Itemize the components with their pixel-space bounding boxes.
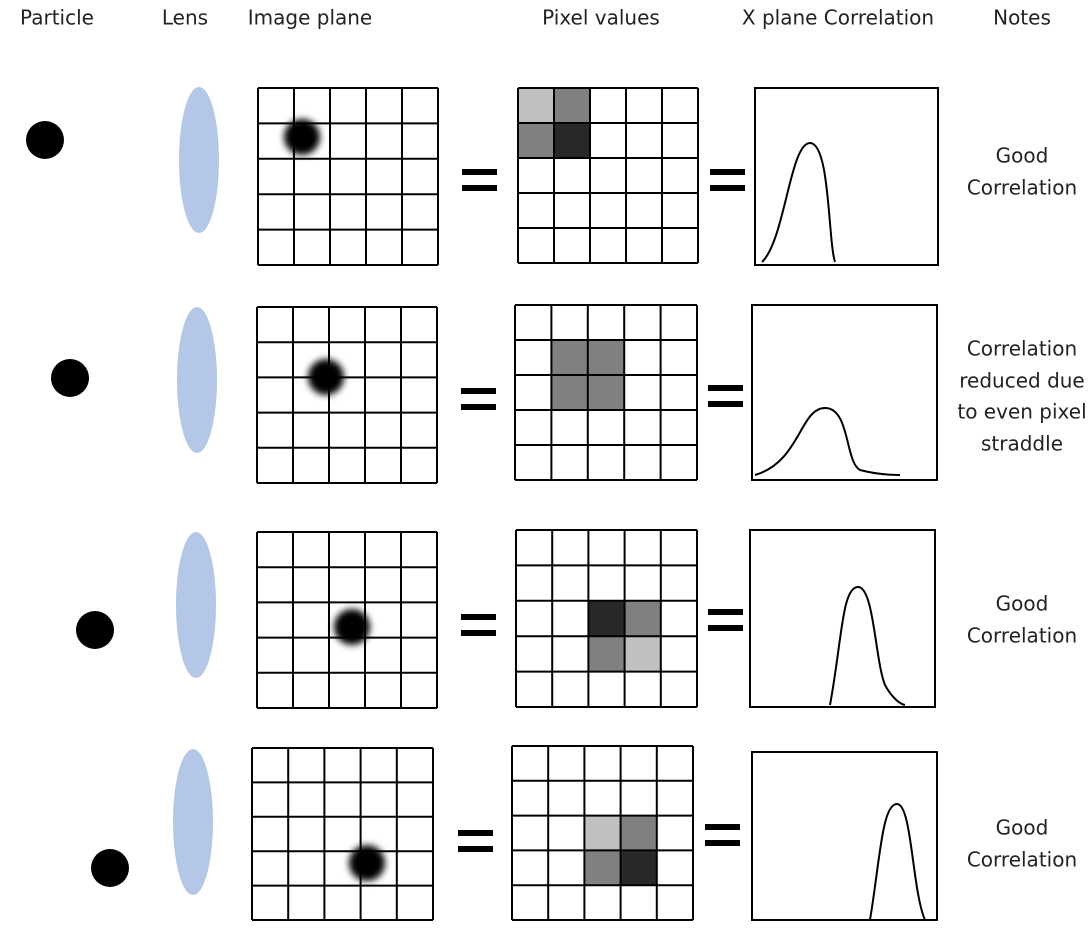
shaded-pixel [624, 636, 661, 672]
correlation-curve [754, 406, 901, 476]
correlation-box [754, 87, 939, 266]
shaded-pixel [588, 600, 625, 637]
note-text: Correlation [967, 176, 1077, 200]
note-text: reduced due [959, 369, 1085, 393]
shaded-pixel [584, 815, 621, 851]
note-text: Correlation [967, 848, 1077, 872]
particle [91, 849, 129, 887]
note-text: Correlation [967, 337, 1077, 361]
shaded-pixel [584, 850, 621, 886]
particle-image [334, 609, 370, 645]
shaded-pixel [551, 340, 588, 375]
column-header: Lens [162, 6, 208, 30]
shaded-pixel [587, 340, 625, 375]
note-text: Correlation [967, 624, 1077, 648]
shaded-pixel [554, 88, 590, 123]
shaded-pixel [551, 375, 588, 410]
shaded-pixel [587, 375, 625, 410]
lens [173, 749, 213, 895]
correlation-box [751, 304, 938, 481]
correlation-box [749, 529, 936, 708]
column-header: Notes [993, 6, 1051, 30]
shaded-pixel [518, 123, 554, 158]
particle [76, 611, 114, 649]
column-header: Image plane [248, 6, 372, 30]
shaded-pixel [554, 123, 590, 158]
note-text: Good [996, 816, 1049, 840]
lens [177, 307, 217, 453]
correlation-curve [829, 585, 906, 706]
particle [26, 121, 64, 159]
shaded-pixel [620, 815, 657, 851]
shaded-pixel [588, 636, 625, 672]
column-header: Pixel values [542, 6, 660, 30]
note-text: to even pixel [957, 400, 1086, 424]
correlation-curve [761, 141, 836, 263]
shaded-pixel [624, 600, 661, 637]
shaded-pixel [620, 850, 657, 886]
correlation-curve [869, 802, 926, 921]
particle-image [349, 845, 385, 881]
column-header: X plane Correlation [742, 6, 934, 30]
particle [51, 359, 89, 397]
note-text: Good [996, 592, 1049, 616]
particle-image [308, 359, 344, 395]
shaded-pixel [518, 88, 554, 123]
note-text: straddle [981, 432, 1063, 456]
particle-image [284, 119, 320, 155]
note-text: Good [996, 144, 1049, 168]
correlation-box [751, 751, 938, 921]
lens [179, 87, 219, 233]
lens [176, 532, 216, 678]
column-header: Particle [20, 6, 94, 30]
